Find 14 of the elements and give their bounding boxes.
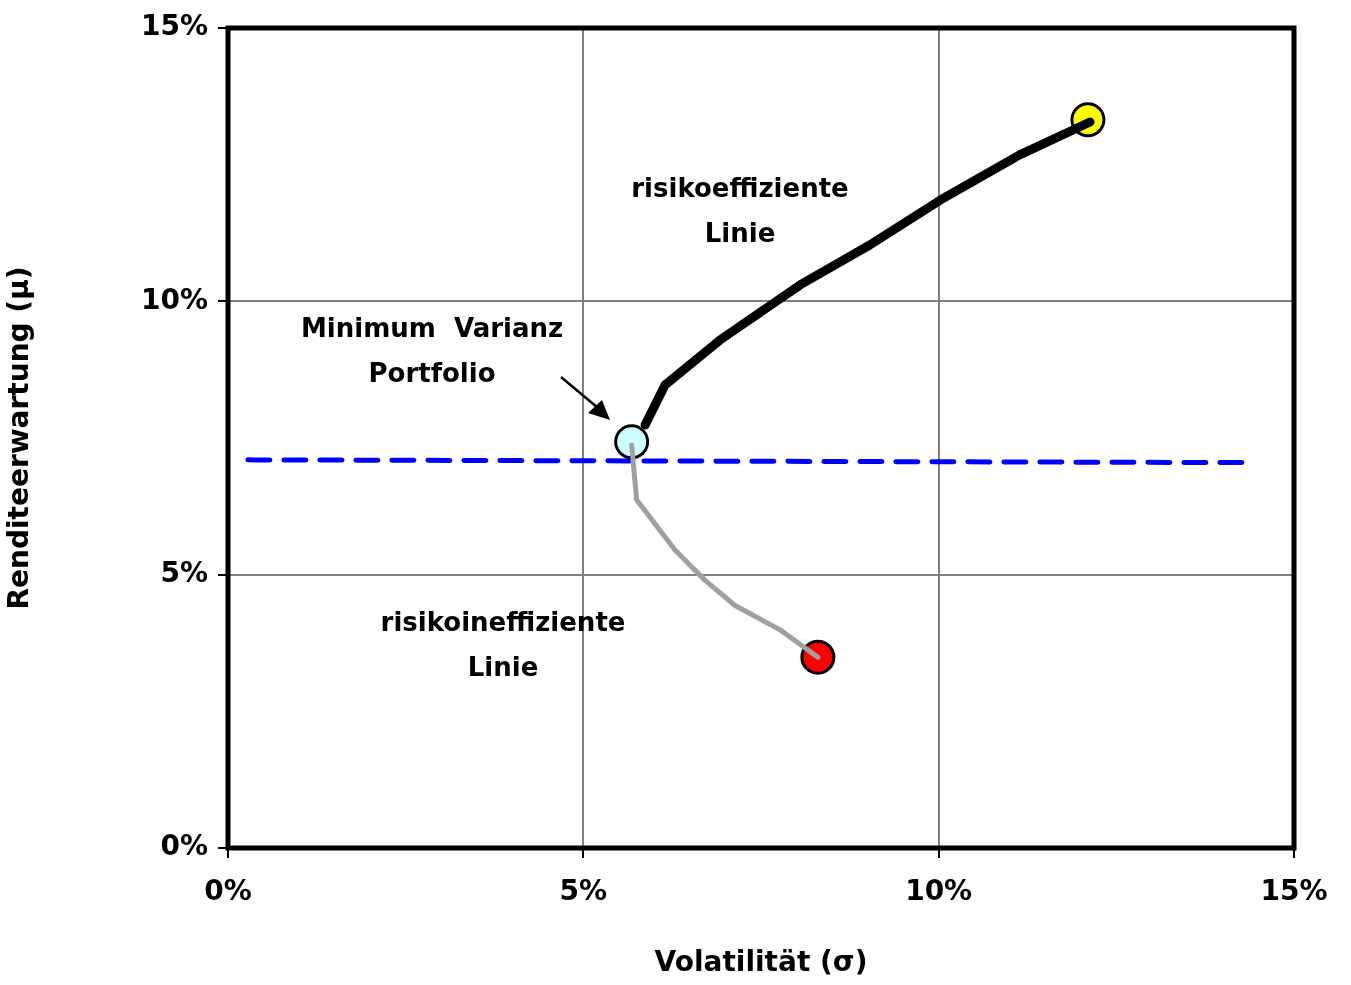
x-tick-label: 5% — [559, 874, 608, 908]
annotation: risikoineffiziente Linie — [380, 607, 626, 683]
annotation: risikoeffiziente Linie — [631, 173, 849, 249]
y-tick-label: 15% — [140, 9, 208, 43]
annotation: Minimum Varianz Portfolio — [300, 313, 564, 389]
x-tick-label: 10% — [905, 874, 973, 908]
y-axis-title: Renditeerwartung (μ) — [2, 266, 36, 610]
x-tick-label: 0% — [204, 874, 252, 908]
point — [614, 424, 650, 460]
x-axis-title: Volatilität (σ) — [654, 945, 868, 979]
y-tick-label: 0% — [160, 829, 208, 863]
y-tick-label: 10% — [140, 282, 208, 316]
y-tick-label: 5% — [160, 555, 208, 589]
x-tick-label: 15% — [1260, 874, 1328, 908]
